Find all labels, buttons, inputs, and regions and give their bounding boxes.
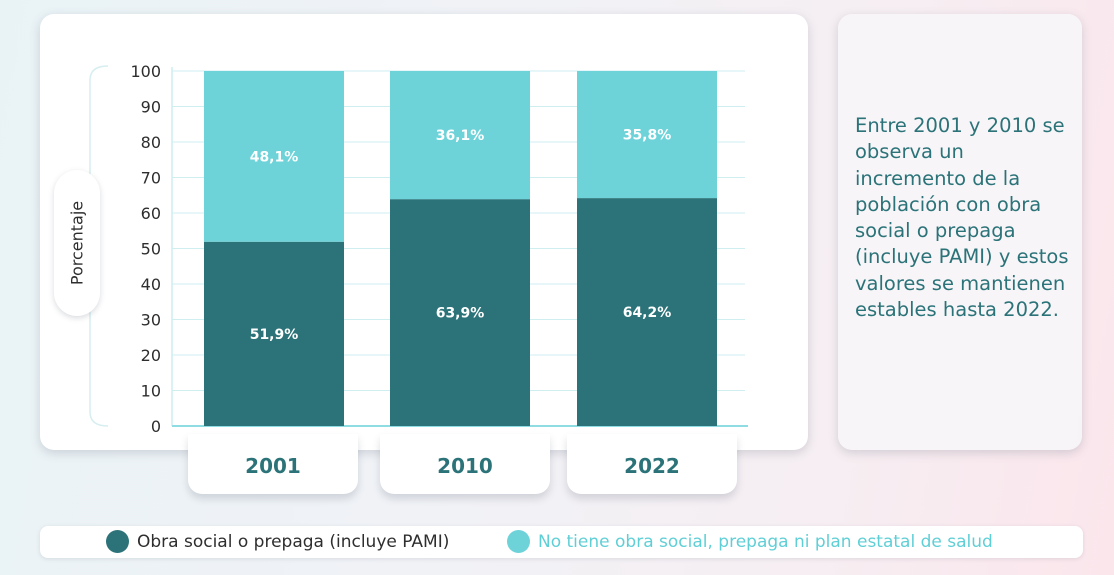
y-tick-label: 20 (141, 346, 161, 365)
bar-segment-2001-series-0 (204, 241, 344, 426)
y-tick-label: 90 (141, 98, 161, 117)
data-label: 64,2% (623, 305, 672, 321)
y-axis-label: Porcentaje (67, 200, 87, 286)
data-label: 51,9% (250, 327, 299, 343)
data-label: 36,1% (436, 128, 485, 144)
bar-segment-2010-series-1 (390, 71, 530, 200)
year-tab-2001: 2001 (188, 434, 358, 494)
category-label: 2010 (437, 454, 493, 478)
category-label: 2022 (624, 454, 680, 478)
data-label: 48,1% (250, 149, 299, 165)
bar-segment-2001-series-1 (204, 71, 344, 242)
legend-item-insured: Obra social o prepaga (incluye PAMI) (106, 530, 449, 553)
data-label: 63,9% (436, 306, 485, 322)
y-tick-label: 10 (141, 382, 161, 401)
note-card (838, 14, 1082, 450)
legend-swatch-uninsured (507, 530, 530, 553)
y-tick-label: 50 (141, 240, 161, 259)
category-label: 2001 (245, 454, 301, 478)
legend-swatch-insured (106, 530, 129, 553)
year-tab-2022: 2022 (567, 434, 737, 494)
legend-label-uninsured: No tiene obra social, prepaga ni plan es… (538, 531, 993, 552)
y-tick-label: 100 (130, 62, 161, 81)
note-text: Entre 2001 y 2010 se observa un incremen… (855, 114, 1069, 322)
bar-segment-2022-series-0 (577, 198, 717, 426)
bar-segment-2010-series-0 (390, 199, 530, 426)
legend-label-insured: Obra social o prepaga (incluye PAMI) (137, 531, 450, 552)
year-tab-2010: 2010 (380, 434, 550, 494)
legend: Obra social o prepaga (incluye PAMI) No … (40, 526, 1083, 558)
y-tick-label: 40 (141, 275, 161, 294)
y-tick-label: 60 (141, 204, 161, 223)
data-label: 35,8% (623, 128, 672, 144)
y-axis-label-pill (54, 170, 100, 316)
bar-segment-2022-series-1 (577, 71, 717, 199)
y-tick-label: 80 (141, 133, 161, 152)
y-tick-label: 0 (151, 417, 161, 436)
legend-item-uninsured: No tiene obra social, prepaga ni plan es… (507, 530, 993, 553)
y-tick-label: 30 (141, 311, 161, 330)
y-tick-label: 70 (141, 169, 161, 188)
